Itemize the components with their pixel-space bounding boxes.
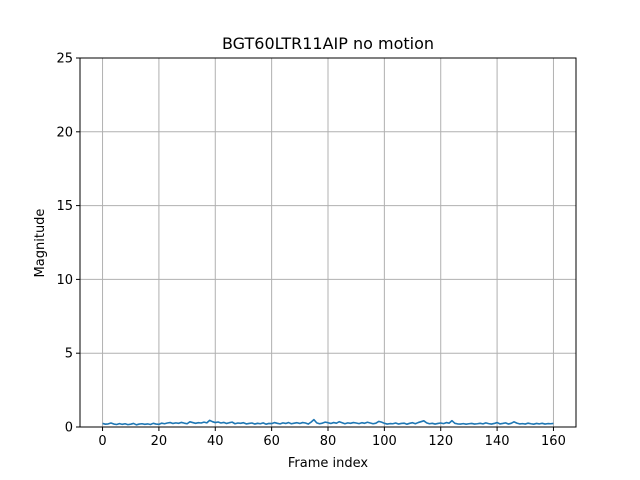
y-tick-label: 25 (56, 52, 73, 67)
y-tick-label: 0 (65, 421, 73, 436)
y-tick-label: 10 (56, 273, 73, 288)
x-tick-label: 140 (485, 434, 510, 449)
x-tick-label: 100 (372, 434, 397, 449)
y-tick-label: 5 (65, 347, 73, 362)
ticks: 0 20 40 60 80 100 120 140 160 0 5 10 15 20 25 (56, 52, 565, 450)
x-tick-label: 160 (541, 434, 566, 449)
y-axis-label: Magnitude (33, 209, 48, 278)
x-tick-label: 0 (98, 434, 106, 449)
x-tick-label: 20 (151, 434, 168, 449)
y-tick-label: 15 (56, 199, 73, 214)
series-layer (102, 418, 554, 426)
chart-title: BGT60LTR11AIP no motion (222, 34, 434, 53)
grid (80, 57, 576, 428)
x-tick-label: 40 (207, 434, 224, 449)
x-tick-label: 120 (428, 434, 453, 449)
x-tick-label: 80 (320, 434, 337, 449)
x-tick-label: 60 (263, 434, 280, 449)
y-tick-label: 20 (56, 125, 73, 140)
x-axis-label: Frame index (288, 456, 369, 471)
series-line (102, 418, 554, 426)
